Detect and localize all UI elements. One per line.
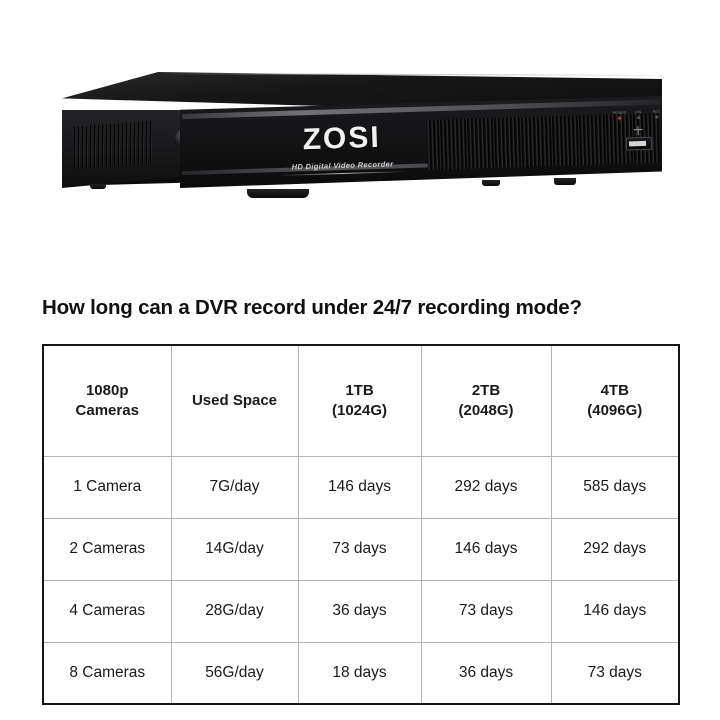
column-header-line: 1TB <box>345 381 374 399</box>
column-header-used-space: Used Space <box>170 345 298 456</box>
status-led-lan-label: LAN <box>634 110 642 115</box>
cell-1tb: 146 days <box>297 455 421 518</box>
column-header-line: 4TB <box>600 381 629 399</box>
status-led-group: POWER LAN REC <box>609 109 667 120</box>
column-header-4tb: 4TB (4096G) <box>550 345 679 456</box>
cell-cameras: 2 Cameras <box>43 517 171 580</box>
usb-icon <box>633 126 645 135</box>
cell-4tb: 146 days <box>550 579 679 642</box>
column-header-line: (2048G) <box>458 401 514 419</box>
cell-2tb: 146 days <box>420 517 551 580</box>
cell-4tb: 585 days <box>550 455 679 518</box>
dvr-foot <box>554 178 576 185</box>
cell-2tb: 73 days <box>420 579 551 642</box>
table-row: 2 Cameras 14G/day 73 days 146 days 292 d… <box>43 517 679 580</box>
cell-used-space: 56G/day <box>170 641 298 704</box>
cell-4tb: 73 days <box>550 641 679 704</box>
dvr-io-cluster: POWER LAN REC <box>609 109 669 174</box>
cell-used-space: 14G/day <box>170 517 298 580</box>
status-led-power-label: POWER <box>612 110 627 115</box>
cell-1tb: 36 days <box>297 579 421 642</box>
cell-2tb: 36 days <box>420 641 551 704</box>
power-led-icon <box>618 116 622 120</box>
recording-time-table-wrap: 1080p Cameras Used Space 1TB (1024G) 2TB… <box>42 344 680 705</box>
cell-2tb: 292 days <box>420 455 551 518</box>
column-header-line: Cameras <box>75 401 139 419</box>
cell-1tb: 18 days <box>297 641 421 704</box>
column-header-2tb: 2TB (2048G) <box>420 345 551 456</box>
cell-used-space: 28G/day <box>170 579 298 642</box>
column-header-line: (1024G) <box>331 401 388 419</box>
dvr-foot <box>482 180 500 186</box>
column-header-line: (4096G) <box>587 401 643 419</box>
dvr-foot <box>247 189 309 198</box>
table-row: 4 Cameras 28G/day 36 days 73 days 146 da… <box>43 579 679 642</box>
dvr-device: ZOSI HD Digital Video Recorder POWER <box>62 72 662 198</box>
table-header-row: 1080p Cameras Used Space 1TB (1024G) 2TB… <box>43 345 679 456</box>
cell-cameras: 4 Cameras <box>43 579 171 642</box>
table-row: 1 Camera 7G/day 146 days 292 days 585 da… <box>43 455 679 518</box>
status-led-rec: REC <box>648 109 665 119</box>
status-led-lan: LAN <box>630 110 647 120</box>
dvr-top-highlight <box>158 73 662 76</box>
rec-led-icon <box>655 115 659 119</box>
brand-tagline: HD Digital Video Recorder <box>291 159 394 172</box>
column-header-cameras: 1080p Cameras <box>43 345 171 456</box>
column-header-1tb: 1TB (1024G) <box>297 345 421 456</box>
usb-port <box>625 136 653 151</box>
column-header-line: Used Space <box>191 391 278 409</box>
brand-logo-text: ZOSI <box>302 120 382 157</box>
dvr-left-panel <box>62 110 180 188</box>
dvr-foot <box>90 184 106 189</box>
page-title: How long can a DVR record under 24/7 rec… <box>42 296 582 319</box>
product-image-dvr: ZOSI HD Digital Video Recorder POWER <box>0 0 720 270</box>
column-header-line: 1080p <box>85 381 129 399</box>
status-led-rec-label: REC <box>652 109 661 114</box>
dvr-branding: ZOSI HD Digital Video Recorder <box>271 120 412 176</box>
cell-used-space: 7G/day <box>170 455 298 518</box>
dvr-left-vent <box>74 121 152 169</box>
recording-time-table: 1080p Cameras Used Space 1TB (1024G) 2TB… <box>42 344 680 705</box>
table-row: 8 Cameras 56G/day 18 days 36 days 73 day… <box>43 641 679 704</box>
status-led-power: POWER <box>611 110 628 120</box>
cell-4tb: 292 days <box>550 517 679 580</box>
cell-cameras: 1 Camera <box>43 455 171 518</box>
lan-led-icon <box>636 116 640 120</box>
cell-1tb: 73 days <box>297 517 421 580</box>
column-header-line: 2TB <box>471 381 501 399</box>
cell-cameras: 8 Cameras <box>43 641 171 704</box>
